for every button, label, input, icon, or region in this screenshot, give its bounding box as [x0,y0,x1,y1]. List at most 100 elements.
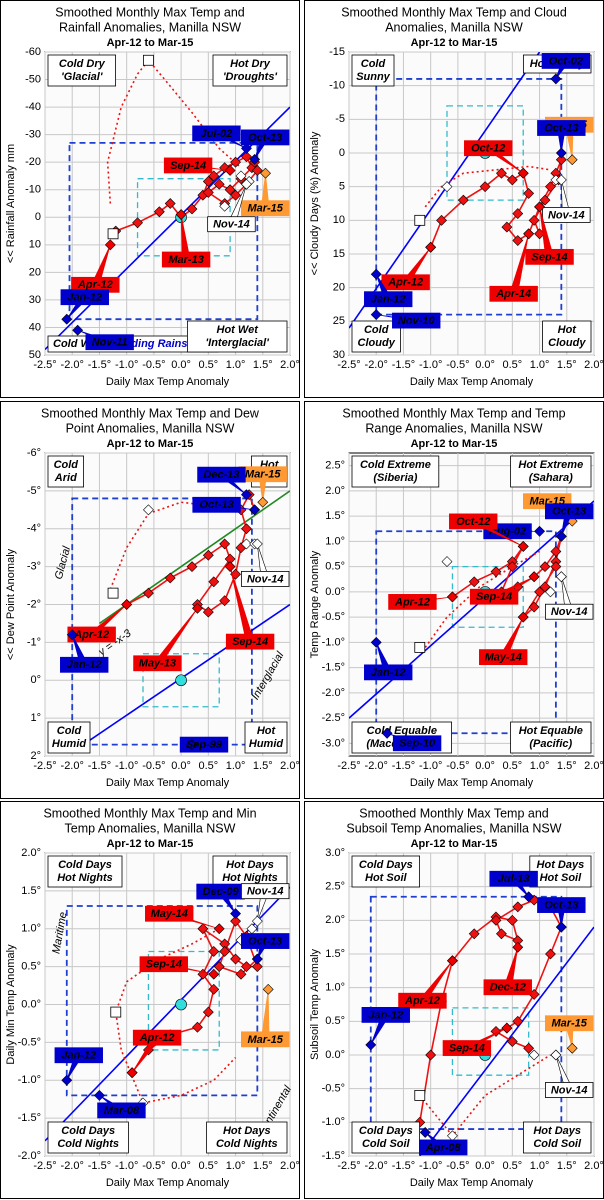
chart-title: Smoothed Monthly Max Temp and Dew [41,406,260,420]
callout-box [60,656,109,673]
corner-box [47,855,123,888]
x-tick-label: 0.0° [171,760,191,772]
y-tick-label: -1.0° [322,636,345,648]
corner-label: Sunny [356,71,390,83]
callout-label: Sep-99 [186,739,223,751]
callout-box [240,129,290,146]
x-tick-label: -1.5° [88,1160,111,1172]
callout-label: Mar-15 [245,469,281,481]
corner-box [510,455,592,488]
y-tick-label: 0 [339,147,345,159]
point-marker [143,54,154,66]
callout-box [542,207,591,223]
point-marker [517,611,529,623]
point-marker [202,176,214,187]
point-marker [126,1067,138,1079]
corner-box [244,721,288,754]
point-marker [230,915,241,927]
callout-label: May-13 [139,658,176,670]
point-marker [512,941,524,953]
y-tick-label: -0.5° [18,1036,41,1048]
chart-title: Smoothed Monthly Max Temp and [359,806,549,820]
callout-box [240,933,290,949]
callout-label: Oct-13 [248,132,282,144]
y-tick-label: -10 [25,184,41,196]
point-marker [490,914,502,926]
corner-label: Hot Dry [230,58,271,70]
x-tick-label: -2.0° [365,1160,388,1172]
callout-box [449,513,498,530]
point-marker [506,561,518,573]
range-box [142,653,220,708]
callout-box [207,216,256,233]
x-tick-label: -2.0° [61,1160,84,1172]
x-tick-label: 1.0° [530,359,550,371]
point-marker [241,151,252,163]
point-marker [249,504,261,516]
y-tick-label: 0.0° [21,998,41,1010]
corner-label: Cold Days [359,859,413,871]
x-tick-label: 1.0° [226,1160,246,1172]
callout-box [544,603,594,620]
corner-label: Hot Days [223,1125,271,1137]
x-tick-label: 1.0° [530,1160,550,1172]
point-marker [251,961,263,973]
point-marker [555,530,567,542]
callout-label: Apr-12 [387,277,423,289]
corner-label: Hot Days [537,859,585,871]
y-tick-label: 1.0° [21,923,41,935]
callout-label: Nov-14 [213,219,250,231]
callout-label: Apr-12 [73,629,109,641]
callout-box [240,883,290,900]
callout-label: Jan-12 [67,292,102,304]
x-tick-label: 2.0° [280,760,300,772]
y-tick-label: 5 [339,181,345,193]
corner-label: Cold Equable [367,725,437,737]
corner-box [47,54,116,87]
callout-box [192,125,241,142]
x-tick-label: -1.0° [115,359,138,371]
point-marker [545,181,556,193]
chart-subtitle: Apr-12 to Mar-15 [107,838,194,850]
y-tick-label: -5° [27,485,41,497]
point-marker [197,923,209,935]
y-tick-label: 2.5° [325,881,345,893]
x-tick-label: -2.0° [61,760,84,772]
point-marker [447,955,458,967]
point-marker [512,1015,524,1027]
chart-panel: Smoothed Monthly Max Temp and TempRange … [304,401,604,799]
callout-box [163,157,213,174]
corner-label: Hot Equable [519,725,583,737]
callout-box [489,285,538,302]
callout-box [381,274,430,291]
x-tick-label: -2.5° [33,760,56,772]
point-marker [490,566,502,578]
chart-title: Rainfall Anomalies, Manilla NSW [59,20,241,34]
plot-area [348,51,595,356]
point-marker [230,908,241,920]
x-tick-label: -2.5° [337,760,360,772]
y-tick-label: 2.0° [21,847,41,859]
callout-label: Oct-12 [471,143,505,155]
x-tick-label: 0.0° [475,359,495,371]
callout-label: Mar-15 [247,203,283,215]
point-marker [241,961,252,973]
callout-label: Dec-13 [203,469,239,481]
point-marker [555,154,567,166]
point-marker [213,961,225,973]
corner-label: Cloudy [548,337,586,349]
x-tick-label: 0.5° [198,760,218,772]
x-tick-label: -1.0° [419,359,442,371]
point-marker [539,561,551,573]
x-tick-label: 0.5° [502,1160,522,1172]
callout-box [54,1047,103,1064]
callout-box [240,1031,290,1048]
corner-box [351,1121,420,1154]
x-tick-label: 0.0° [171,359,191,371]
point-marker [110,1006,122,1018]
point-marker [512,901,524,913]
x-tick-label: 0.5° [502,359,522,371]
x-tick-label: -1.5° [392,359,415,371]
x-axis-title: Daily Max Temp Anomaly [106,376,230,388]
